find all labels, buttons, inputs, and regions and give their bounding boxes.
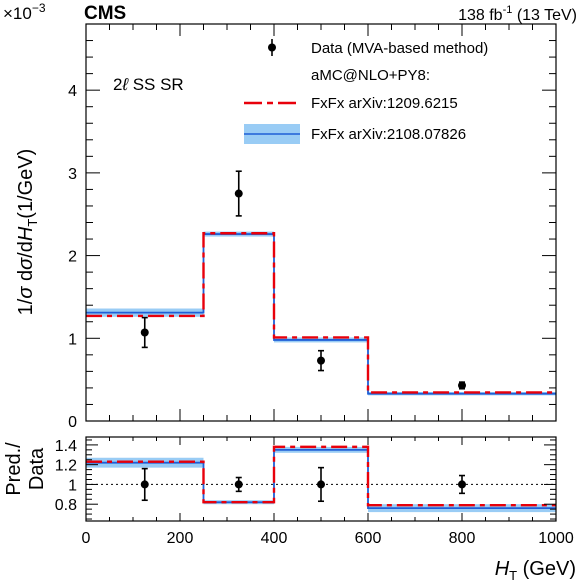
luminosity-label: 138 fb-1 (13 TeV) xyxy=(458,4,577,24)
legend-fxfx2-label: FxFx arXiv:2108.07826 xyxy=(311,126,466,143)
ratio-y-tick-label: 0.8 xyxy=(55,497,77,514)
legend-group-label: aMC@NLO+PY8: xyxy=(311,67,430,84)
ratio-y-tick-label: 1.4 xyxy=(55,438,77,455)
main-fxfx1-line xyxy=(86,232,556,394)
legend-fxfx1-label: FxFx arXiv:1209.6215 xyxy=(311,95,458,112)
ratio-y-tick-label: 1 xyxy=(68,477,77,494)
ratio-data-point xyxy=(140,480,149,489)
ratio-y-axis-title-line1: Pred./ xyxy=(3,442,25,496)
main-y-tick-label: 1 xyxy=(68,331,77,348)
main-y-axis-title: 1/σ dσ/dHT(1/GeV) xyxy=(15,149,40,316)
ratio-data-point xyxy=(458,480,466,489)
ratio-data-point xyxy=(234,480,243,489)
ratio-plot-area xyxy=(86,445,556,513)
x-tick-label: 200 xyxy=(167,530,194,547)
main-y-tick-label: 2 xyxy=(68,249,77,266)
x-tick-label: 600 xyxy=(355,530,382,547)
x-tick-label: 0 xyxy=(82,530,91,547)
ratio-fxfx1-line xyxy=(86,445,556,507)
region-label: 2ℓ SS SR xyxy=(113,75,184,94)
main-data-point xyxy=(234,189,243,198)
axes-layer: 0 200 400 600 800 1000 0 1 2 3 4 0.8 1 1.2 1.4 xyxy=(55,23,574,547)
x-axis-title: HT (GeV) xyxy=(495,558,576,583)
main-data-point xyxy=(317,356,325,365)
ratio-data-point xyxy=(317,480,325,489)
main-y-tick-label: 4 xyxy=(68,83,77,100)
x-tick-label: 800 xyxy=(449,530,476,547)
ratio-y-tick-label: 1.2 xyxy=(55,458,77,475)
legend: Data (MVA-based method) aMC@NLO+PY8: FxF… xyxy=(244,39,488,144)
legend-data-marker xyxy=(268,39,276,56)
main-y-tick-label: 0 xyxy=(68,414,77,431)
x-tick-label: 1000 xyxy=(538,530,574,547)
main-plot-area xyxy=(86,170,556,396)
x-tick-label: 400 xyxy=(261,530,288,547)
scale-factor-label: ×10−3 xyxy=(3,1,46,23)
experiment-label: CMS xyxy=(84,3,126,24)
ratio-y-axis-title-line2: Data xyxy=(26,447,48,490)
main-data-point xyxy=(140,328,149,337)
legend-data-label: Data (MVA-based method) xyxy=(311,40,488,57)
main-data-point xyxy=(458,381,466,390)
main-y-tick-label: 3 xyxy=(68,166,77,183)
